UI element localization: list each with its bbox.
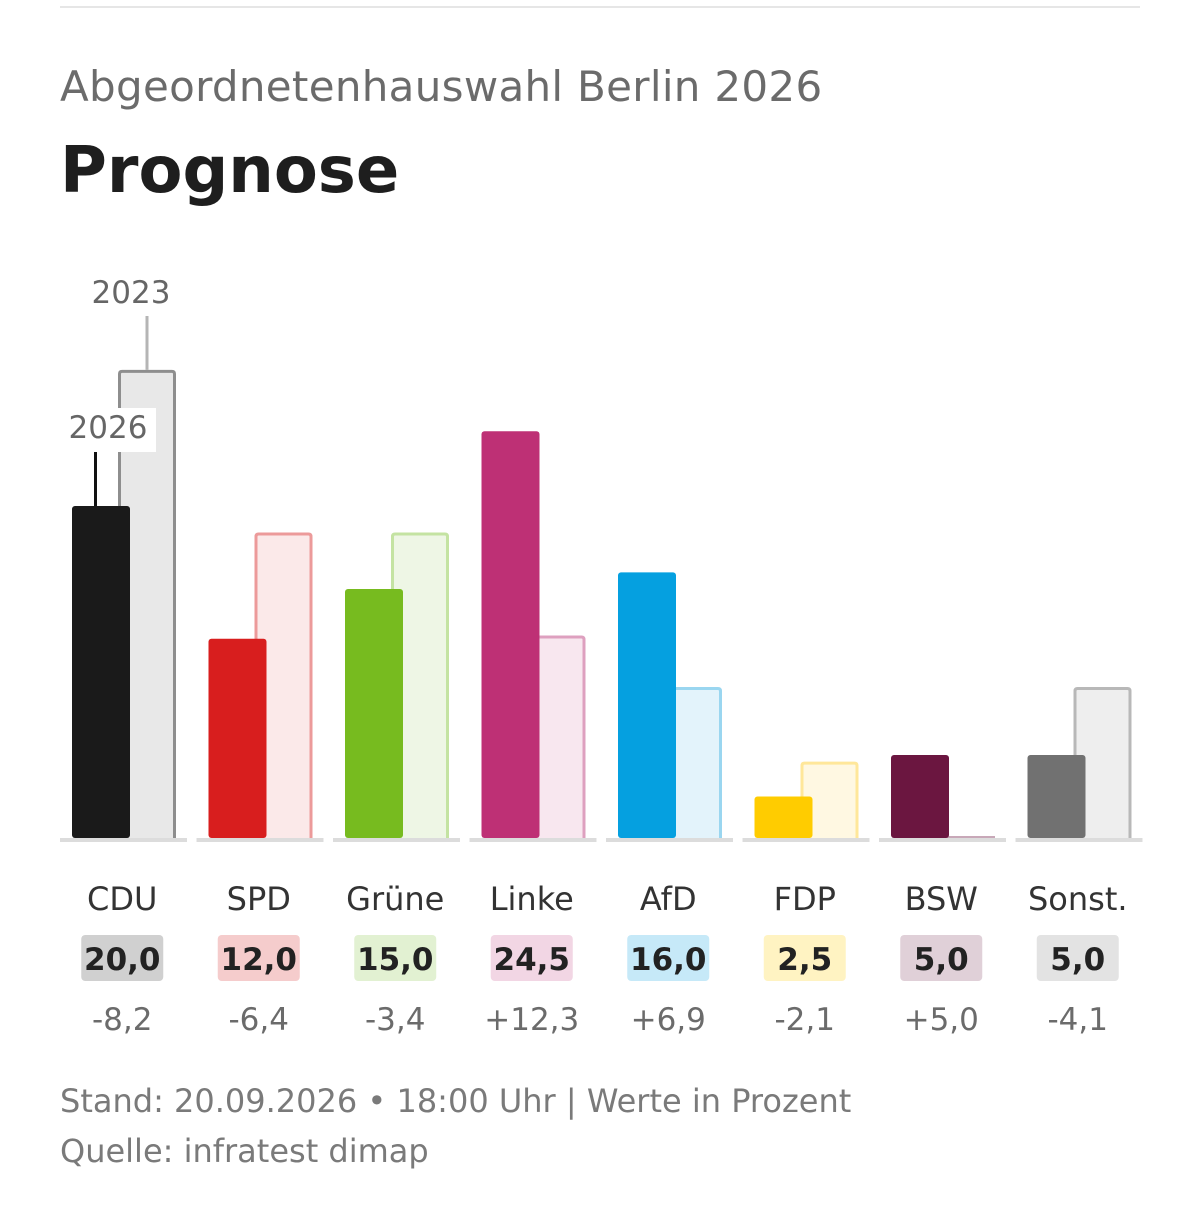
baseline-afd [606, 838, 733, 842]
value-label-afd: 16,0 [630, 942, 707, 978]
annotation-2023: 2023 [92, 275, 171, 311]
value-badge-sonst [1036, 935, 1119, 981]
diff-label-sonst: -4,1 [1048, 1002, 1109, 1038]
party-label-fdp: FDP [774, 880, 836, 918]
diff-label-fdp: -2,1 [775, 1002, 836, 1038]
baseline-linke [469, 838, 597, 842]
annotation-line-2023 [145, 316, 149, 370]
value-badge-fdp [763, 935, 846, 981]
annotation-2026: 2026 [69, 410, 148, 446]
footer-source: Quelle: infratest dimap [60, 1132, 429, 1170]
bar-2026-afd [618, 572, 676, 838]
value-label-linke: 24,5 [494, 942, 571, 978]
value-label-cdu: 20,0 [84, 942, 161, 978]
diff-label-spd: -6,4 [229, 1002, 290, 1038]
value-badge-linke [490, 935, 573, 981]
bar-2026-bsw [891, 755, 949, 838]
baseline-bsw [879, 838, 1006, 842]
baseline-fdp [742, 838, 870, 842]
party-label-bsw: BSW [905, 880, 978, 918]
footer-status: Stand: 20.09.2026 • 18:00 Uhr | Werte in… [60, 1082, 852, 1120]
bar-2026-sonst [1027, 755, 1086, 838]
annotation-2026-bg [62, 408, 156, 452]
value-badge-bsw [900, 935, 983, 981]
party-label-linke: Linke [490, 880, 574, 918]
bar-chart: CDU 20,0 -8,2 SPD 12,0 -6,4 Grüne 15,0 -3,4 Linke… [60, 275, 1143, 1038]
bar-2026-fdp [754, 796, 813, 838]
bar-2026-linke [481, 431, 540, 838]
diff-label-linke: +12,3 [484, 1002, 579, 1038]
value-badge-gruene [354, 935, 437, 981]
value-badge-afd [627, 935, 710, 981]
bar-2023-cdu [118, 369, 176, 838]
value-badge-spd [217, 935, 300, 981]
value-badge-cdu [81, 935, 164, 981]
bar-2026-cdu [72, 506, 130, 838]
bar-2023-gruene [391, 532, 449, 838]
diff-label-cdu: -8,2 [92, 1002, 153, 1038]
baseline-sonst [1015, 838, 1143, 842]
value-label-sonst: 5,0 [1050, 942, 1105, 978]
value-label-bsw: 5,0 [914, 942, 969, 978]
value-label-spd: 12,0 [221, 942, 298, 978]
diff-label-bsw: +5,0 [904, 1002, 979, 1038]
bar-2023-fdp [800, 761, 859, 838]
party-label-sonst: Sonst. [1028, 880, 1128, 918]
party-label-cdu: CDU [87, 880, 157, 918]
chart-title: Prognose [60, 134, 400, 208]
party-label-gruene: Grüne [346, 880, 444, 918]
top-divider [60, 6, 1140, 8]
annotation-line-2026 [94, 452, 97, 506]
bar-2023-bsw [937, 836, 995, 838]
baseline-spd [196, 838, 324, 842]
value-label-fdp: 2,5 [777, 942, 832, 978]
value-label-gruene: 15,0 [357, 942, 434, 978]
chart-subtitle: Abgeordnetenhauswahl Berlin 2026 [60, 62, 823, 111]
bar-2026-spd [208, 638, 267, 838]
baseline-gruene [333, 838, 460, 842]
bar-2023-spd [254, 532, 313, 838]
diff-label-afd: +6,9 [631, 1002, 706, 1038]
party-label-afd: AfD [640, 880, 697, 918]
party-label-spd: SPD [227, 880, 291, 918]
bar-2023-sonst [1073, 686, 1132, 838]
diff-label-gruene: -3,4 [365, 1002, 426, 1038]
bar-2026-gruene [345, 589, 403, 838]
baseline-cdu [60, 838, 187, 842]
